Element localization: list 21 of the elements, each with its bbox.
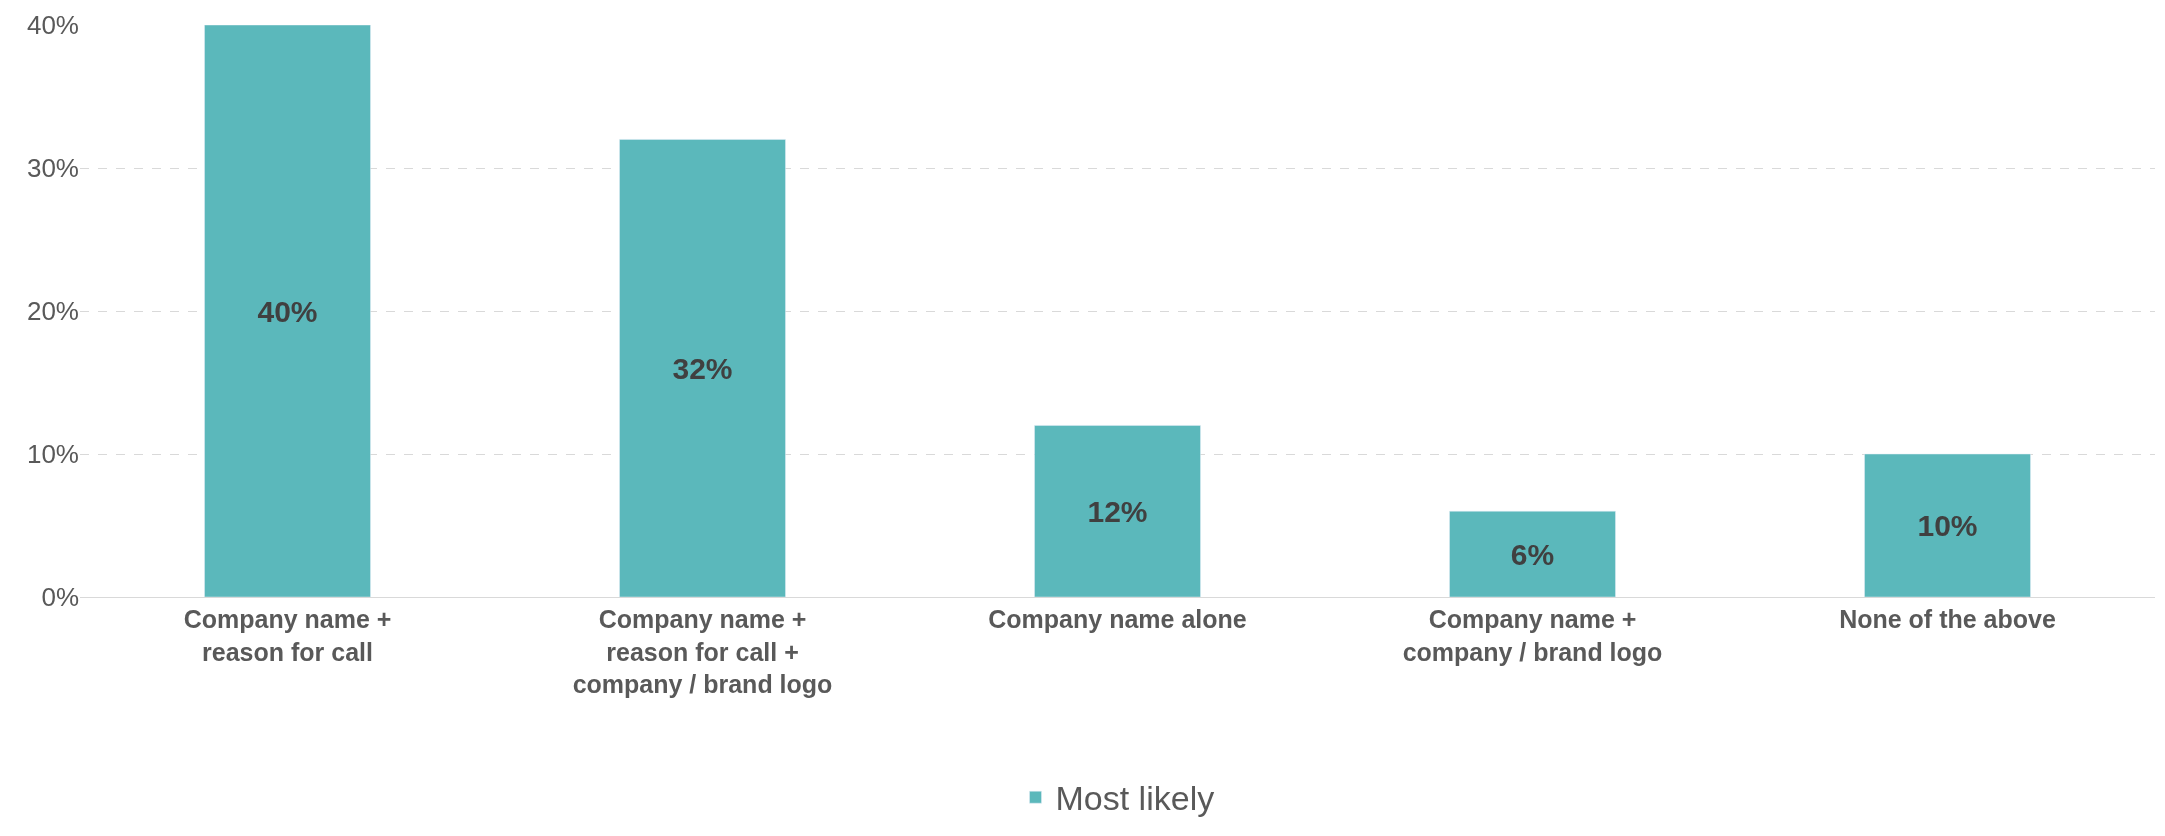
bar (619, 139, 786, 597)
y-tick-label: 10% (26, 439, 79, 470)
data-label: 6% (1510, 537, 1555, 571)
legend-label: Most likely (1055, 779, 1215, 818)
data-label: 12% (1087, 494, 1148, 528)
bar (1864, 453, 2031, 597)
x-tick-label: Company name + reason for call + company / brand logo (572, 605, 833, 698)
data-label: 40% (257, 294, 318, 328)
bar (204, 25, 371, 597)
y-tick-label: 40% (26, 10, 79, 41)
y-tick-label: 0% (41, 582, 79, 613)
x-tick-label: None of the above (1839, 605, 2056, 633)
data-label: 32% (672, 351, 733, 385)
y-tick-label: 20% (26, 296, 79, 327)
bar (1449, 510, 1616, 597)
x-tick-label: Company name + reason for call (183, 605, 392, 666)
data-label: 10% (1917, 509, 1978, 542)
x-tick-label: Company name alone (988, 605, 1247, 633)
bar (1034, 425, 1201, 597)
x-tick-label: Company name + company / brand logo (1402, 605, 1663, 666)
y-tick-label: 30% (26, 153, 79, 184)
